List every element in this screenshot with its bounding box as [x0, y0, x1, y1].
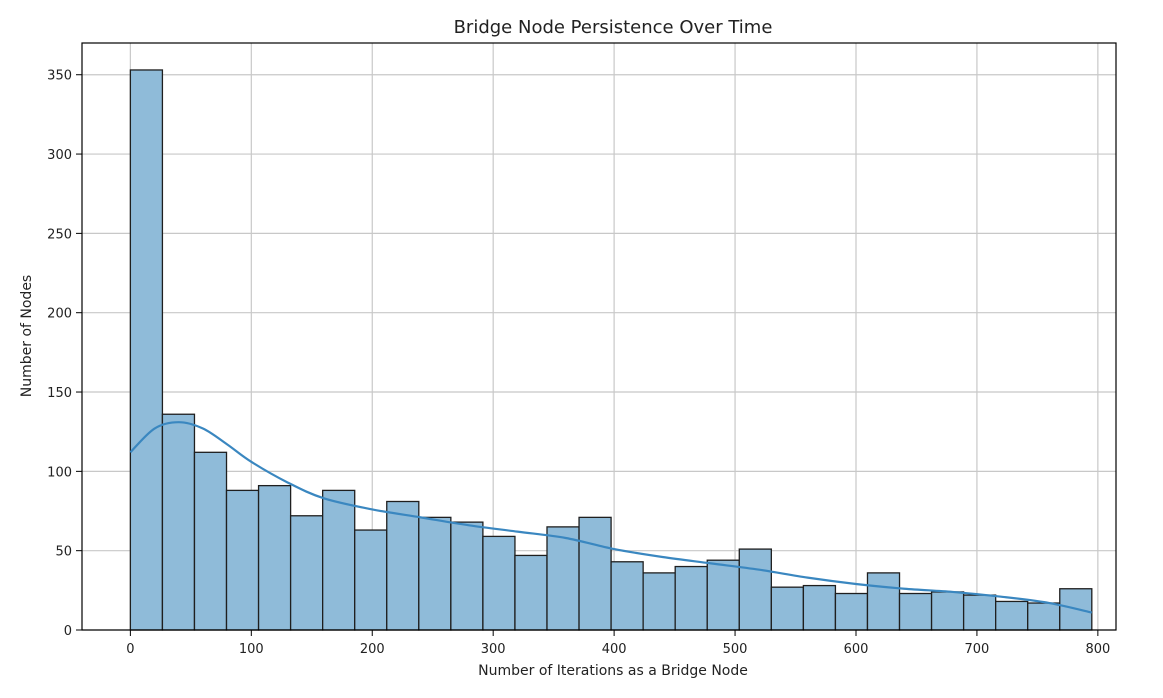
y-tick-label: 300	[47, 148, 72, 163]
histogram-bars	[129, 69, 1093, 631]
histogram-bar	[706, 559, 740, 631]
histogram-bar	[770, 586, 805, 631]
histogram-bar	[225, 489, 260, 631]
histogram-bar	[161, 413, 196, 631]
histogram-bar	[418, 516, 452, 631]
y-axis-label: Number of Nodes	[19, 275, 35, 397]
y-tick-label: 250	[47, 227, 72, 242]
histogram-bar	[450, 521, 484, 631]
x-tick-label: 400	[602, 642, 627, 657]
y-tick-label: 200	[47, 307, 72, 322]
x-tick-label: 600	[844, 642, 869, 657]
histogram-bar	[514, 554, 548, 631]
histogram-bar	[289, 515, 324, 631]
y-tick-label: 100	[47, 465, 72, 480]
histogram-bar	[898, 592, 933, 631]
x-tick-label: 200	[360, 642, 385, 657]
x-tick-label: 500	[723, 642, 748, 657]
histogram-bar	[930, 591, 965, 631]
x-axis-label: Number of Iterations as a Bridge Node	[478, 663, 748, 679]
y-tick-label: 50	[55, 545, 72, 560]
x-tick-label: 800	[1085, 642, 1110, 657]
chart-title: Bridge Node Persistence Over Time	[454, 17, 773, 38]
y-tick-label: 150	[47, 386, 72, 401]
y-tick-label: 0	[64, 624, 72, 639]
histogram-bar	[193, 451, 228, 631]
histogram-bar	[610, 561, 644, 631]
histogram-bar	[257, 484, 292, 631]
histogram-bar	[866, 572, 901, 631]
histogram-bar	[386, 500, 420, 631]
histogram-bar	[642, 572, 676, 631]
histogram-bar	[674, 565, 708, 631]
histogram-bar	[129, 69, 164, 631]
histogram-bar	[354, 529, 388, 631]
histogram-bar	[322, 489, 356, 631]
histogram-bar	[834, 592, 869, 631]
y-tick-label: 350	[47, 69, 72, 84]
histogram-bar	[482, 535, 516, 631]
x-tick-label: 0	[126, 642, 134, 657]
histogram-bar	[802, 584, 837, 631]
histogram-bar	[738, 548, 772, 631]
kde-curve	[129, 421, 1093, 614]
x-tick-label: 100	[239, 642, 264, 657]
plot-frame	[81, 42, 1117, 631]
axis-ticks: 0 100 200 300 400 500 600 700 800 0 50 100 150 200 250…	[47, 69, 1110, 657]
histogram-bar	[1027, 602, 1061, 631]
histogram-bar	[578, 516, 612, 631]
histogram-bar	[546, 526, 580, 631]
x-tick-label: 300	[481, 642, 506, 657]
histogram-bar	[962, 594, 997, 631]
histogram-bar	[995, 600, 1029, 631]
x-tick-label: 700	[965, 642, 990, 657]
